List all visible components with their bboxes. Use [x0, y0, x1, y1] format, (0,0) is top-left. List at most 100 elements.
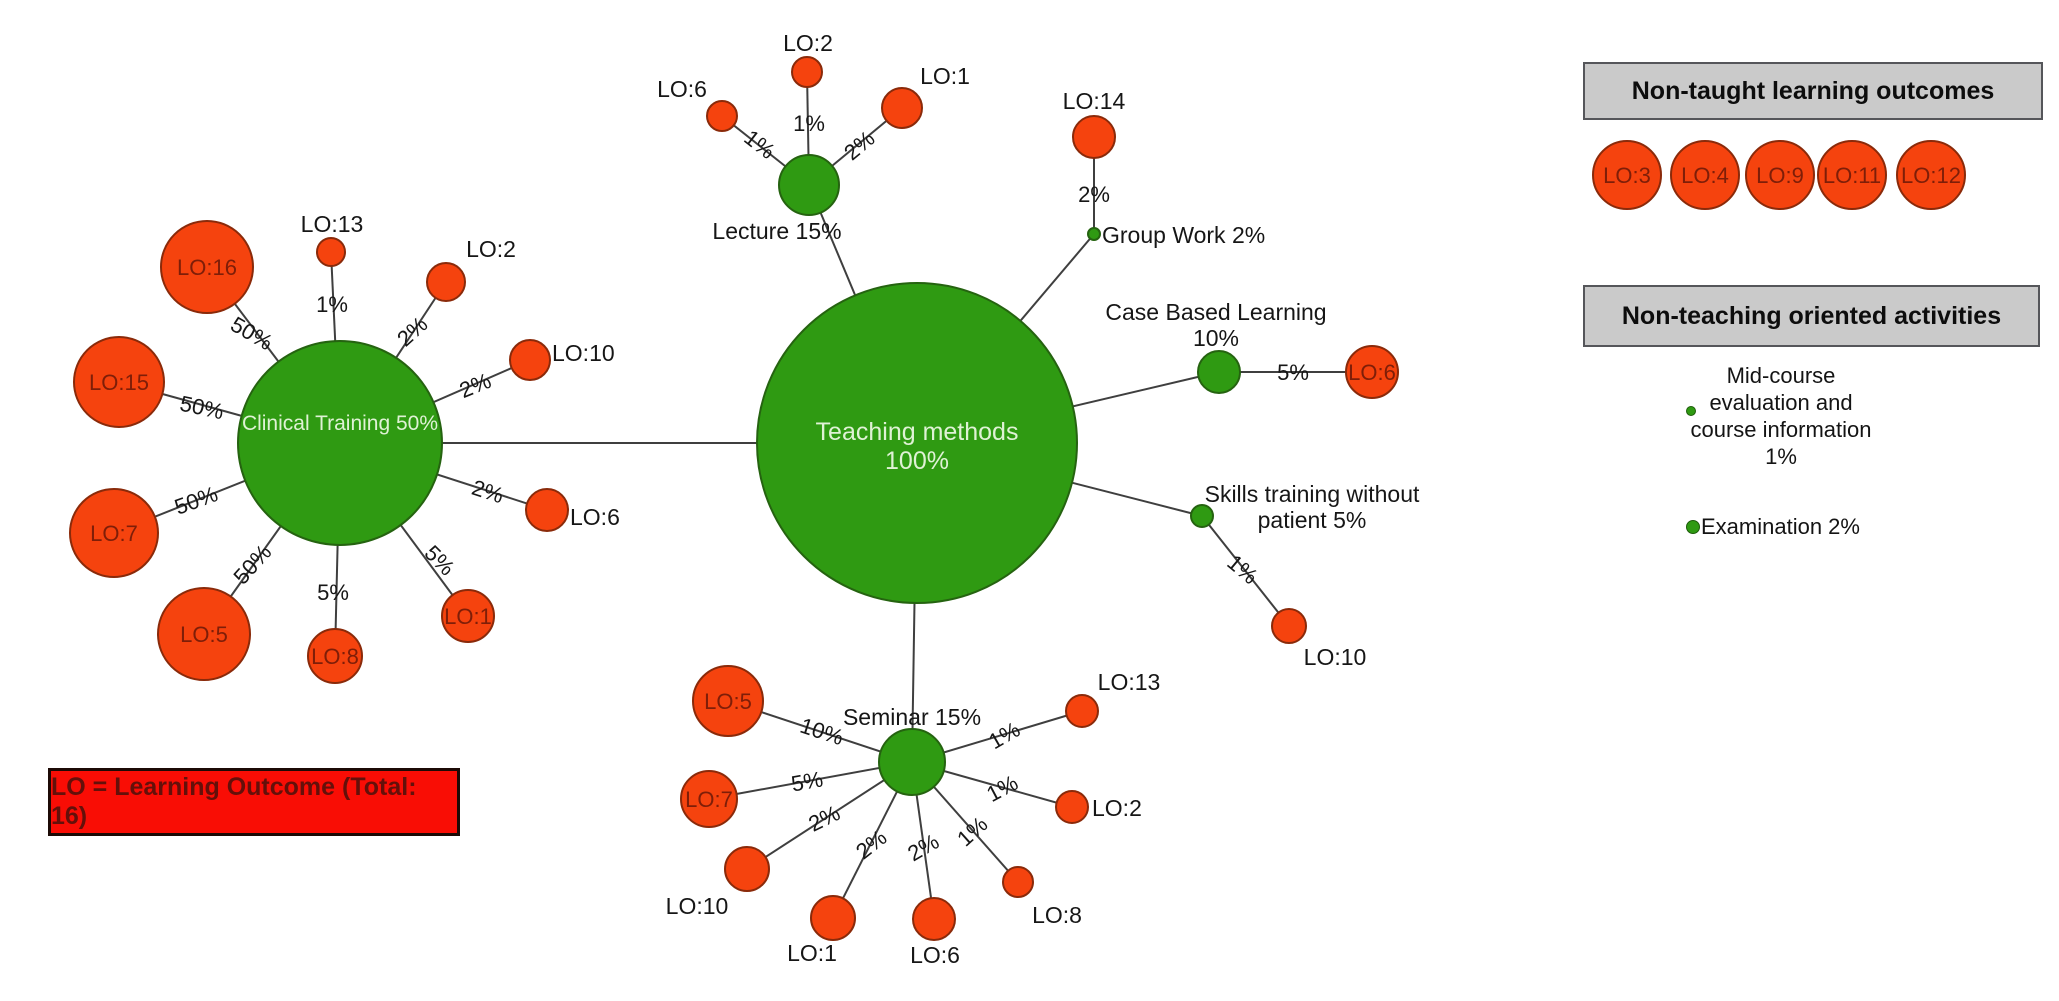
node-nt-lo9 [1745, 140, 1815, 210]
node-label-nt-lo4: LO:4 [1681, 163, 1729, 188]
non-teaching-activities-title: Non-teaching oriented activities [1621, 301, 2002, 330]
edge-label-sem-sem-lo13: 1% [984, 717, 1024, 755]
node-label-sem-lo7: LO:7 [685, 787, 733, 812]
node-ct [237, 340, 443, 546]
edge-label-ct-ct-lo8: 5% [317, 580, 349, 605]
edge-label-sem-sem-lo2: 1% [982, 770, 1022, 807]
examination-label: Examination 2% [1701, 514, 1860, 539]
node-sem-lo6 [912, 897, 956, 941]
node-skl [1190, 504, 1214, 528]
edge-label-ct-ct-lo6: 2% [469, 475, 507, 509]
node-name-sem-lo13: LO:13 [1098, 669, 1161, 695]
node-nt-lo11 [1817, 140, 1887, 210]
edge-label-cbl-cbl-lo6: 5% [1277, 360, 1309, 385]
node-ct-lo13 [316, 237, 346, 267]
node-ct-lo10 [509, 339, 551, 381]
node-ct-lo7 [69, 488, 159, 578]
edge-label-ct-ct-lo5: 50% [228, 540, 276, 589]
node-gw-lo14 [1072, 115, 1116, 159]
mid-course-bullet-dot-icon [1686, 406, 1696, 416]
node-label-sem-lo5: LO:5 [704, 689, 752, 714]
mid-course-evaluation-item: Mid-course evaluation and course informa… [1621, 362, 1941, 470]
node-sem [878, 728, 946, 796]
examination-item: Examination 2% [1686, 514, 1860, 540]
edge-label-sem-sem-lo5: 10% [797, 713, 847, 750]
node-name-ct-lo6: LO:6 [570, 504, 620, 530]
node-name-lec-lo6: LO:6 [657, 76, 707, 102]
edge-label-sem-sem-lo7: 5% [789, 766, 825, 796]
node-sem-lo1 [810, 895, 856, 941]
node-skl-lo10 [1271, 608, 1307, 644]
node-label-ct-lo8: LO:8 [311, 644, 359, 669]
non-taught-outcomes-header: Non-taught learning outcomes [1583, 62, 2043, 120]
mid-course-line-3: course information [1690, 417, 1872, 442]
node-sem-lo2 [1055, 790, 1089, 824]
node-cbl [1197, 350, 1241, 394]
node-sem-lo13 [1065, 694, 1099, 728]
edge-label-ct-ct-lo15: 50% [178, 391, 226, 425]
non-teaching-activities-header: Non-teaching oriented activities [1583, 285, 2040, 347]
node-name-skl: Skills training without patient 5% [1205, 481, 1420, 533]
node-nt-lo12 [1896, 140, 1966, 210]
node-lec-lo2 [791, 56, 823, 88]
node-name-lec: Lecture 15% [712, 218, 841, 244]
mid-course-line-2: evaluation and [1709, 390, 1853, 415]
node-name-ct-lo2: LO:2 [466, 236, 516, 262]
node-label-ct-lo15: LO:15 [89, 370, 149, 395]
node-ct-lo16 [160, 220, 254, 314]
edge-sem-sem-lo7 [708, 761, 913, 800]
node-sem-lo5 [692, 665, 764, 737]
node-ct-lo2 [426, 262, 466, 302]
node-label-tm: Teaching methods 100% [816, 418, 1019, 475]
node-tm [756, 282, 1078, 604]
node-nt-lo3 [1592, 140, 1662, 210]
node-sem-lo7 [680, 770, 738, 828]
node-sem-lo8 [1002, 866, 1034, 898]
node-name-sem-lo1: LO:1 [787, 940, 837, 966]
legend-box: LO = Learning Outcome (Total: 16) [48, 768, 460, 836]
node-label-nt-lo11: LO:11 [1823, 163, 1881, 188]
node-label-nt-lo3: LO:3 [1603, 163, 1651, 188]
node-cbl-lo6 [1345, 345, 1399, 399]
node-label-nt-lo9: LO:9 [1756, 163, 1804, 188]
edge-label-ct-ct-lo1: 5% [420, 540, 460, 580]
node-name-sem-lo6: LO:6 [910, 942, 960, 968]
node-name-ct-lo10: LO:10 [552, 340, 615, 366]
mid-course-line-4: 1% [1765, 444, 1797, 469]
edge-label-ct-ct-lo10: 2% [456, 368, 495, 403]
examination-bullet-dot-icon [1686, 520, 1700, 534]
edge-label-skl-skl-lo10: 1% [1222, 550, 1262, 590]
node-name-sem-lo10: LO:10 [666, 893, 729, 919]
node-label-ct-lo1: LO:1 [444, 604, 492, 629]
node-ct-lo8 [307, 628, 363, 684]
node-label-cbl-lo6: LO:6 [1348, 360, 1396, 385]
node-ct-lo15 [73, 336, 165, 428]
node-label-ct: Clinical Training 50% [242, 412, 438, 435]
edge-label-sem-sem-lo10: 2% [804, 800, 844, 836]
edge-label-ct-ct-lo13: 1% [316, 292, 348, 317]
node-name-skl-lo10: LO:10 [1304, 644, 1367, 670]
mid-course-line-1: Mid-course [1726, 363, 1836, 388]
node-label-ct-lo7: LO:7 [90, 521, 138, 546]
node-lec-lo1 [881, 87, 923, 129]
legend-text: LO = Learning Outcome (Total: 16) [51, 773, 417, 830]
node-ct-lo5 [157, 587, 251, 681]
edge-label-gw-gw-lo14: 2% [1078, 182, 1110, 207]
edge-label-sem-sem-lo1: 2% [851, 825, 891, 864]
node-name-lec-lo2: LO:2 [783, 30, 833, 56]
node-gw [1087, 227, 1101, 241]
edge-label-ct-ct-lo2: 2% [392, 311, 432, 351]
node-lec [778, 154, 840, 216]
non-taught-outcomes-title: Non-taught learning outcomes [1631, 76, 1995, 105]
node-label-nt-lo12: LO:12 [1901, 163, 1961, 188]
node-name-cbl: Case Based Learning 10% [1105, 299, 1326, 351]
node-ct-lo1 [441, 589, 495, 643]
node-name-lec-lo1: LO:1 [920, 63, 970, 89]
node-name-sem-lo8: LO:8 [1032, 902, 1082, 928]
edge-label-ct-ct-lo7: 50% [171, 481, 221, 520]
node-name-gw: Group Work 2% [1102, 222, 1265, 248]
node-label-ct-lo5: LO:5 [180, 622, 228, 647]
node-ct-lo6 [525, 488, 569, 532]
node-lec-lo6 [706, 100, 738, 132]
